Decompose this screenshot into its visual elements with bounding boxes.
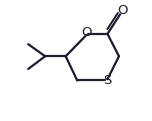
Text: O: O — [117, 4, 128, 17]
Text: O: O — [81, 26, 92, 39]
Text: S: S — [103, 74, 112, 87]
